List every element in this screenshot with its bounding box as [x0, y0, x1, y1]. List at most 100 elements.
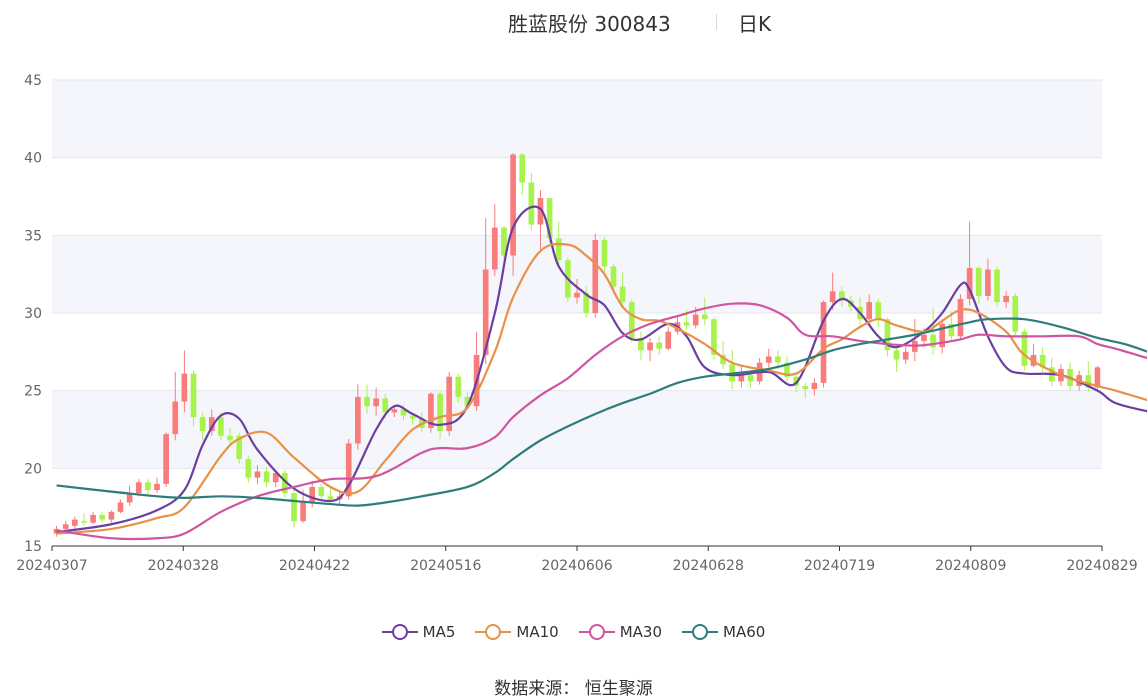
x-tick-label: 20240829	[1066, 558, 1137, 574]
candle	[491, 204, 498, 276]
chart-title: 胜蓝股份 300843	[508, 12, 671, 36]
candle	[656, 336, 663, 355]
candle	[647, 337, 653, 362]
candle	[829, 272, 836, 310]
candle	[638, 331, 644, 360]
chart-period: 日K	[738, 12, 772, 36]
candle	[775, 350, 781, 369]
legend-item-ma10[interactable]: MA10	[475, 620, 559, 644]
candle	[592, 233, 599, 318]
legend-label: MA30	[619, 623, 663, 641]
candle	[300, 490, 306, 523]
candle	[1021, 328, 1028, 371]
legend-item-ma60[interactable]: MA60	[682, 620, 765, 644]
x-tick-label: 20240422	[279, 558, 350, 574]
candle	[820, 300, 827, 388]
candle	[245, 455, 252, 483]
y-axis: 15 20 25 30 35 40 45	[24, 73, 42, 555]
candle	[1012, 292, 1019, 337]
ma-lines	[56, 205, 1147, 541]
candle	[281, 469, 288, 498]
y-tick-label: 30	[24, 306, 42, 322]
candle	[975, 266, 982, 304]
candle	[893, 344, 900, 373]
candle	[601, 236, 608, 273]
chart-header: 胜蓝股份 300843 日K	[0, 8, 1147, 38]
candle	[957, 294, 964, 340]
candle	[254, 465, 261, 484]
candle	[145, 479, 151, 495]
candle	[1039, 347, 1046, 373]
candle	[364, 384, 370, 414]
candle	[218, 412, 224, 441]
candle	[90, 511, 96, 525]
x-tick-label: 20240809	[935, 558, 1006, 574]
candle	[528, 173, 535, 231]
legend-label: MA5	[422, 623, 456, 641]
candle	[172, 372, 179, 441]
legend-swatch	[381, 624, 418, 640]
candle	[355, 384, 361, 450]
candle	[163, 432, 169, 487]
candle	[802, 382, 809, 399]
candle	[126, 485, 133, 506]
candle	[391, 406, 398, 418]
candle	[345, 438, 352, 500]
candle	[537, 190, 544, 251]
candle	[181, 350, 188, 413]
y-tick-label: 25	[24, 384, 42, 400]
candle	[1030, 344, 1037, 368]
candle	[318, 483, 325, 501]
candle	[720, 340, 726, 369]
x-tick-label: 20240628	[673, 558, 744, 574]
candle	[81, 513, 87, 526]
candle	[428, 392, 434, 433]
candle	[619, 272, 626, 307]
candle	[765, 348, 772, 368]
candle	[985, 258, 991, 301]
candle	[199, 412, 206, 441]
y-tick-label: 40	[24, 151, 42, 167]
plot-band	[52, 390, 1102, 469]
candle	[227, 427, 233, 447]
legend-item-ma5[interactable]: MA5	[381, 620, 456, 644]
candle	[291, 488, 297, 528]
plot-bands	[52, 80, 1102, 469]
ma-line-ma10	[56, 242, 1147, 535]
legend-swatch	[682, 624, 719, 640]
x-tick-label: 20240719	[804, 558, 875, 574]
y-tick-label: 20	[24, 461, 42, 477]
candle	[784, 356, 790, 382]
candle	[446, 372, 453, 436]
title-divider	[716, 14, 717, 30]
candle	[701, 297, 708, 326]
candle	[1003, 291, 1009, 309]
candle	[711, 317, 717, 360]
candle	[208, 409, 215, 436]
legend-label: MA60	[723, 623, 766, 641]
candle	[373, 387, 379, 416]
candle	[838, 286, 845, 307]
data-source: 数据来源： 恒生聚源	[494, 679, 653, 699]
plot-band	[52, 80, 1102, 158]
x-tick-label: 20240328	[148, 558, 219, 574]
candle	[902, 347, 909, 365]
legend-item-ma30[interactable]: MA30	[578, 620, 663, 644]
candle	[510, 153, 516, 276]
candle	[437, 390, 443, 439]
y-tick-label: 45	[24, 73, 42, 89]
ma-line-ma5	[56, 205, 1147, 534]
chart-legend: MA5 MA10 MA30 MA60	[0, 620, 1147, 644]
candle	[263, 466, 270, 487]
candle	[628, 299, 635, 343]
candle	[117, 499, 124, 514]
ma-line-ma30	[56, 302, 1147, 541]
candle	[455, 373, 462, 404]
candle	[574, 278, 580, 304]
candle	[738, 365, 745, 388]
candle	[71, 516, 78, 529]
candle	[482, 218, 489, 365]
candle	[190, 370, 197, 427]
